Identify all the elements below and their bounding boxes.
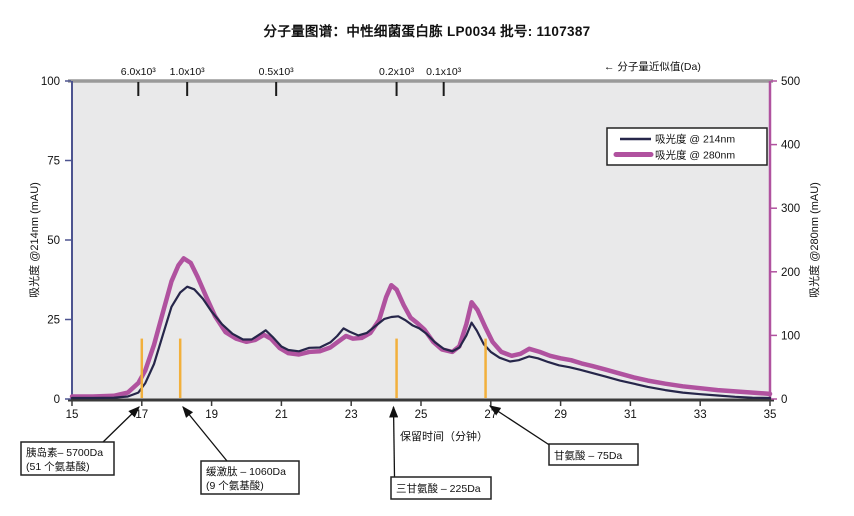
left-axis-title: 吸光度 @214nm (mAU): [27, 182, 41, 298]
x-tick-label: 17: [135, 409, 148, 421]
molecular-weight-axis-label: ← 分子量近似值(Da): [604, 60, 701, 73]
callout-arrow-glycine: [488, 405, 555, 449]
right-tick-label: 300: [781, 203, 800, 215]
callout-arrow-bradykinin: [182, 405, 228, 462]
x-tick-label: 19: [205, 409, 218, 421]
callout-bradykinin-line1: 缓激肽 – 1060Da: [206, 465, 286, 478]
x-axis-title: 保留时间（分钟）: [400, 429, 488, 443]
legend: 吸光度 @ 214nm 吸光度 @ 280nm: [606, 127, 768, 166]
right-axis-title: 吸光度 @280nm (mAU): [807, 182, 821, 298]
callout-triglycine: 三甘氨酸 – 225Da: [389, 405, 492, 500]
left-tick-label: 0: [54, 394, 60, 406]
callout-bradykinin: 缓激肽 – 1060Da (9 个氨基酸): [182, 405, 300, 495]
x-tick-label: 25: [415, 409, 428, 421]
left-tick-label: 50: [47, 235, 60, 247]
callout-triglycine-line1: 三甘氨酸 – 225Da: [396, 482, 481, 495]
curve-280nm: [69, 256, 773, 399]
right-tick-label: 500: [781, 76, 800, 88]
callout-insulin: 胰岛素– 5700Da (51 个氨基酸): [20, 406, 140, 476]
retention-marker-lines: [140, 338, 487, 398]
legend-box: [606, 127, 768, 166]
mw-tick-label: 0.2x10³: [379, 66, 415, 78]
callout-arrow-triglycine: [389, 405, 399, 478]
mw-tick-label: 6.0x10³: [121, 66, 157, 78]
x-tick-label: 23: [345, 409, 358, 421]
callout-box-bradykinin: [200, 460, 300, 495]
x-tick-label: 15: [66, 409, 79, 421]
curve-214nm: [70, 285, 772, 400]
x-tick-label: 29: [554, 409, 567, 421]
left-tick-label: 25: [47, 315, 60, 327]
left-axis-ticks: 0 25 50 75 100: [41, 76, 71, 406]
right-tick-label: 400: [781, 140, 800, 152]
x-tick-label: 31: [624, 409, 637, 421]
right-tick-label: 100: [781, 330, 800, 342]
right-tick-label: 0: [781, 394, 787, 406]
callout-bradykinin-line2: (9 个氨基酸): [206, 479, 264, 492]
mw-tick-label: 0.1x10³: [426, 66, 462, 78]
legend-label-280nm: 吸光度 @ 280nm: [655, 149, 735, 162]
callout-box-insulin: [20, 441, 115, 476]
callout-arrow-insulin: [100, 406, 140, 445]
callout-glycine: 甘氨酸 – 75Da: [488, 405, 639, 466]
x-tick-label: 33: [694, 409, 707, 421]
callout-glycine-line1: 甘氨酸 – 75Da: [554, 449, 622, 462]
series-curves: [69, 256, 773, 400]
mw-tick-label: 1.0x10³: [170, 66, 206, 78]
top-mw-ticks: 6.0x10³ 1.0x10³ 0.5x10³ 0.2x10³ 0.1x10³: [121, 66, 462, 96]
callout-box-glycine: [548, 443, 639, 466]
legend-label-214nm: 吸光度 @ 214nm: [655, 133, 735, 146]
right-axis-ticks: 0 100 200 300 400 500: [771, 76, 800, 406]
x-tick-label: 21: [275, 409, 288, 421]
left-tick-label: 100: [41, 76, 60, 88]
callout-insulin-line1: 胰岛素– 5700Da: [26, 446, 103, 459]
chart-title: 分子量图谱：中性细菌蛋白胨 LP0034 批号: 1107387: [264, 23, 591, 39]
x-tick-label: 27: [484, 409, 497, 421]
mw-tick-label: 0.5x10³: [259, 66, 295, 78]
left-tick-label: 75: [47, 156, 60, 168]
callout-box-triglycine: [390, 476, 492, 500]
x-axis-ticks: 15 17 19 21 23 25 27 29 31 33 35: [66, 401, 777, 421]
x-tick-label: 35: [764, 409, 777, 421]
callout-insulin-line2: (51 个氨基酸): [26, 460, 90, 473]
right-tick-label: 200: [781, 267, 800, 279]
